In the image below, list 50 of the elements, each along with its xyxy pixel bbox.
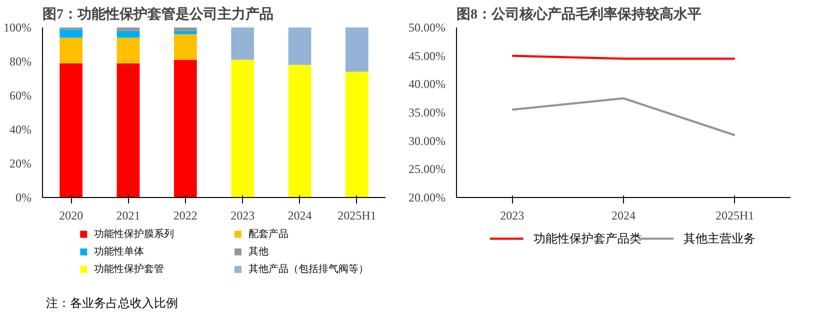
text: 注：各业务占总收入比例 — [46, 296, 178, 310]
legend-label: 其他产品（包括排气阀等） — [248, 263, 368, 275]
y-tick-label: 20.00% — [408, 190, 446, 204]
legend-label: 其他主营业务 — [684, 232, 756, 246]
bar — [231, 28, 254, 60]
legend-label: 配套产品 — [248, 228, 288, 240]
y-tick-label: 30.00% — [408, 134, 446, 148]
bar — [174, 28, 197, 31]
bar — [116, 63, 140, 198]
legend-label: 功能性单体 — [94, 245, 144, 258]
x-tick-label: 2023 — [230, 208, 255, 222]
bar — [116, 38, 140, 64]
legend-label: 功能性保护套管 — [94, 263, 164, 275]
bar — [60, 29, 83, 38]
y-tick-label: 45.00% — [408, 48, 446, 63]
legend-label: 功能性保护套产品类 — [533, 232, 642, 246]
bar — [345, 28, 368, 72]
legend-label: 功能性保护膜系列 — [94, 228, 174, 240]
y-tick-label: 60% — [10, 88, 32, 102]
y-tick-label: 50.00% — [408, 20, 446, 34]
bar — [345, 72, 368, 198]
x-tick-label: 2025H1 — [716, 208, 754, 222]
x-tick-label: 2024 — [288, 208, 312, 222]
y-tick-label: 80% — [10, 54, 32, 68]
x-tick-label: 2023 — [500, 208, 524, 222]
chart-title: 图7：功能性保护套管是公司主力产品 — [42, 6, 274, 22]
y-tick-label: 35.00% — [408, 106, 446, 120]
y-tick-label: 20% — [10, 156, 32, 170]
bar — [288, 64, 312, 198]
y-tick-label: 100% — [4, 20, 32, 34]
y-tick-label: 40% — [10, 122, 32, 136]
chart-title: 图8：公司核心产品毛利率保持较高水平 — [456, 6, 702, 22]
legend-label: 其他 — [248, 245, 268, 258]
x-tick-label: 2022 — [173, 208, 198, 222]
bar — [231, 60, 254, 198]
bar — [116, 28, 140, 31]
x-tick-label: 2024 — [612, 208, 636, 222]
bar — [174, 60, 197, 198]
y-tick-label: 25.00% — [408, 162, 446, 176]
x-tick-label: 2025H1 — [338, 208, 376, 222]
bar — [174, 34, 197, 60]
bar — [288, 28, 312, 65]
x-tick-label: 2020 — [59, 208, 84, 222]
y-tick-label: 40.00% — [408, 77, 446, 92]
x-tick-label: 2021 — [116, 208, 140, 222]
y-tick-label: 0% — [16, 190, 32, 204]
bar — [60, 38, 83, 64]
bar — [116, 30, 140, 38]
bar — [60, 63, 83, 198]
bar — [174, 30, 197, 34]
